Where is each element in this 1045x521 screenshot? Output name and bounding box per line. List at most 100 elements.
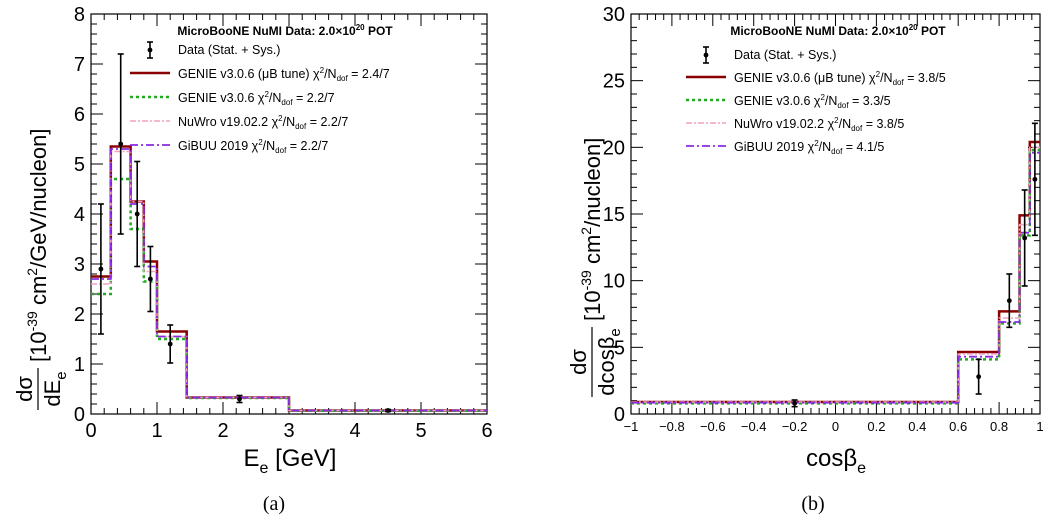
legend-marker-point [703,52,709,58]
legend-chi-mid: /N [283,115,296,129]
x-tick-label: −0.6 [700,419,726,434]
legend-chi-mid: /N [263,139,276,153]
legend-name: GiBUU 2019 χ [734,140,815,154]
legend-chi-value: = 2.2/7 [293,91,335,105]
legend-chi-value: = 2.4/7 [348,67,390,81]
y-axis-label-denominator: dcosβe [594,328,624,395]
y-tick-label: 10 [603,271,625,293]
x-tick-label: −1 [624,419,639,434]
y-tick-label: 6 [74,104,85,126]
legend-entry: GENIE v3.0.6 χ2/Ndof = 2.2/7 [178,90,335,107]
y-axis-label-unit: [10-39 cm2/GeV/nucleon] [24,128,51,362]
y-axis-label-exponent: 2 [578,227,594,235]
legend-name: Data (Stat. + Sys.) [734,48,836,62]
x-axis-label: cosβe [806,445,866,477]
y-axis-label-unit-part: [10 [580,290,605,321]
legend-chi-value: = 3.8/5 [862,117,904,131]
legend-chi-subscript: dof [295,122,307,131]
legend-entry: NuWro v19.02.2 χ2/Ndof = 2.2/7 [178,114,348,131]
y-axis-label-unit-part: cm [26,276,51,311]
y-tick-label: 5 [614,337,625,359]
y-axis-label-unit-part: cm [580,235,605,270]
legend-chi-subscript: dof [337,74,349,83]
chart-title-exponent: 20 [909,23,918,32]
data-point [98,266,104,272]
chart-title-exponent: 20 [356,23,365,32]
x-tick-label: 0 [85,420,96,442]
panel-b-cosbeta: 0 5 10 15 20 25 30 −1 −0.8 −0.6 −0.4 −0.2 0 0.2 0.4 0.6… [566,4,1044,477]
model-histogram-3 [631,151,1040,404]
legend-chi-subscript: dof [281,98,293,107]
legend-chi-value: = 2.2/7 [286,139,328,153]
legend-chi-subscript: dof [851,124,863,133]
y-tick-label: 5 [74,154,85,176]
y-tick-label: 0 [74,404,85,426]
y-axis-label-denominator-main: dE [40,380,65,407]
chart-title-tail: POT [365,24,394,38]
legend-chi-subscript: dof [831,147,843,156]
y-tick-label: 0 [614,404,625,426]
chart-title-main: MicroBooNE NuMI Data: 2.0×10 [177,24,356,38]
y-axis-label: dσ dEe [10-39 cm2/GeV/nucleon] [12,128,70,410]
legend-entry: GiBUU 2019 χ2/Ndof = 4.1/5 [734,139,884,156]
legend-chi-exponent: 2 [876,70,881,79]
legend-name: NuWro v19.02.2 χ [178,115,279,129]
legend-chi-mid: /N [269,91,282,105]
legend-chi-exponent: 2 [278,114,283,123]
y-axis-label-exponent: 2 [24,268,40,276]
legend-chi-mid: /N [819,140,832,154]
x-axis-label: Ee [GeV] [244,445,337,477]
legend-entry: GENIE v3.0.6 (μB tune) χ2/Ndof = 2.4/7 [178,66,390,83]
legend-entry: Data (Stat. + Sys.) [734,48,836,62]
y-tick-label: 15 [603,204,625,226]
legend-name: GENIE v3.0.6 χ [178,91,265,105]
y-axis-label-denominator-main: dcosβ [594,337,619,396]
x-tick-label: 0.8 [990,419,1008,434]
legend-name: GENIE v3.0.6 (μB tune) χ [734,71,876,85]
y-axis-label-denominator-subscript: e [53,371,70,379]
legend-name: GiBUU 2019 χ [178,139,259,153]
x-tick-label: 0.4 [908,419,926,434]
legend-chi-exponent: 2 [834,116,839,125]
y-axis-label-unit-part: /nucleon] [580,138,605,227]
legend-name: GENIE v3.0.6 χ [734,94,821,108]
y-tick-label: 25 [603,71,625,93]
x-tick-label: 0.2 [867,419,885,434]
legend-entry: GiBUU 2019 χ2/Ndof = 2.2/7 [178,138,328,155]
data-point [1006,298,1012,304]
y-axis-label-exponent: -39 [578,270,594,290]
legend-chi-subscript: dof [837,101,849,110]
legend-chi-exponent: 2 [258,138,263,147]
legend-name: Data (Stat. + Sys.) [178,43,280,57]
x-tick-label: 6 [481,420,492,442]
y-axis-label-numerator: dσ [12,376,37,402]
legend-chi-mid: /N [324,67,337,81]
data-point [1032,176,1038,182]
x-tick-label: 3 [283,420,294,442]
caption-a: (a) [263,493,285,515]
data-point [385,408,391,413]
y-tick-label: 30 [603,4,625,26]
legend-entry: GENIE v3.0.6 (μB tune) χ2/Ndof = 3.8/5 [734,70,946,87]
legend-name: NuWro v19.02.2 χ [734,117,835,131]
x-axis-label-main: cosβ [806,445,857,472]
data-point [118,141,124,147]
data-point [1022,235,1028,241]
y-tick-label: 2 [74,304,85,326]
x-tick-label: 0 [832,419,839,434]
x-tick-label: 1 [151,420,162,442]
legend-chi-exponent: 2 [814,139,819,148]
x-axis-label-subscript: e [857,460,866,477]
y-axis-label-numerator: dσ [566,349,591,375]
legend-entry: NuWro v19.02.2 χ2/Ndof = 3.8/5 [734,116,904,133]
x-tick-label: 1 [1036,419,1043,434]
x-tick-label: −0.2 [782,419,808,434]
y-axis-label-exponent: -39 [24,311,40,331]
y-axis-label-unit-part: [10 [26,331,51,362]
x-tick-label: 5 [415,420,426,442]
y-axis-label-denominator-subscript: e [607,328,624,336]
legend-marker-point [147,47,153,53]
legend-chi-exponent: 2 [820,93,825,102]
y-axis-label-unit-part: /GeV/nucleon] [26,128,51,267]
